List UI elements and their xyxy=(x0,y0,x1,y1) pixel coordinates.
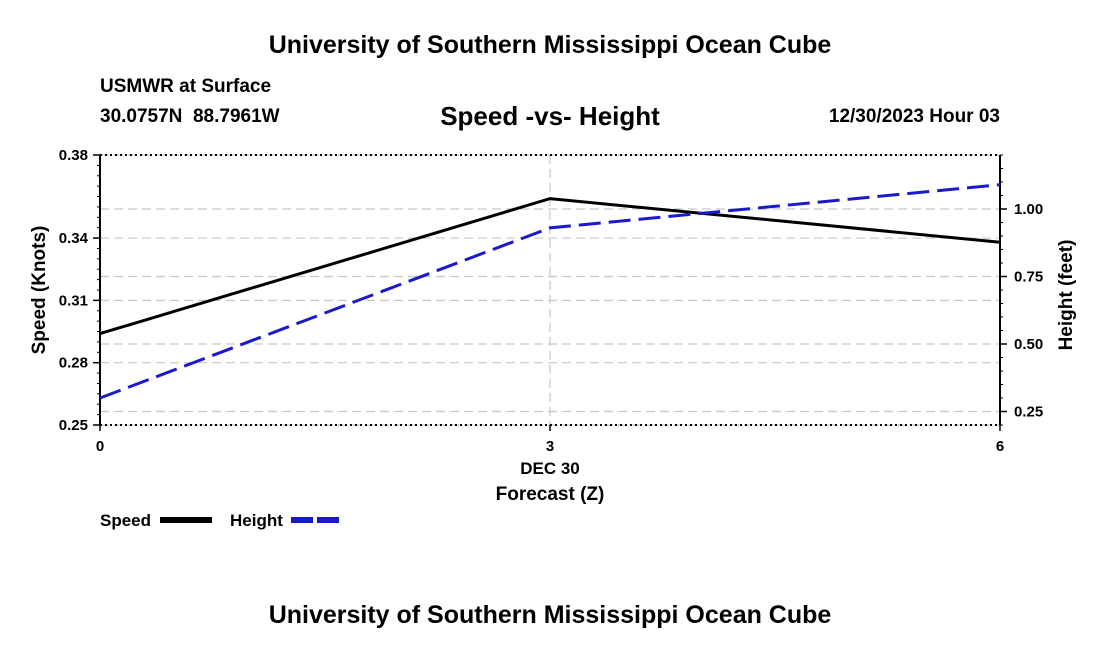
data-point-height xyxy=(99,397,101,399)
left-axis-title: Speed (Knots) xyxy=(29,226,50,355)
page-title: University of Southern Mississippi Ocean… xyxy=(268,31,832,59)
x-axis-title: Forecast (Z) xyxy=(496,484,605,505)
legend-label-height: Height xyxy=(230,511,283,530)
x-axis-tick-label: 6 xyxy=(996,438,1004,455)
left-axis-tick-label: 0.31 xyxy=(59,292,88,309)
right-axis-tick-label: 0.75 xyxy=(1014,269,1043,286)
x-axis-date-label: DEC 30 xyxy=(520,459,580,478)
left-axis-tick-label: 0.34 xyxy=(59,230,89,247)
x-axis-tick-label: 3 xyxy=(546,438,554,455)
right-axis-tick-label: 0.50 xyxy=(1014,336,1043,353)
left-axis-tick-label: 0.28 xyxy=(59,355,88,372)
right-axis-tick-label: 0.25 xyxy=(1014,404,1043,421)
station-name: USMWR at Surface xyxy=(100,76,272,97)
station-coordinates: 30.0757N 88.7961W xyxy=(100,106,280,127)
left-axis-tick-label: 0.38 xyxy=(59,147,88,164)
left-axis-tick-label: 0.25 xyxy=(59,417,88,434)
forecast-datetime: 12/30/2023 Hour 03 xyxy=(828,106,1000,127)
data-point-speed xyxy=(549,198,551,200)
legend-label-speed: Speed xyxy=(100,511,151,530)
footer-title: University of Southern Mississippi Ocean… xyxy=(268,601,832,629)
data-point-height xyxy=(549,227,551,229)
data-point-height xyxy=(999,184,1001,186)
chart-title: Speed -vs- Height xyxy=(440,101,660,131)
x-axis-tick-label: 0 xyxy=(96,438,104,455)
right-axis-title: Height (feet) xyxy=(1056,240,1077,351)
right-axis-tick-label: 1.00 xyxy=(1014,201,1043,218)
data-point-speed xyxy=(99,333,101,335)
data-point-speed xyxy=(999,241,1001,243)
